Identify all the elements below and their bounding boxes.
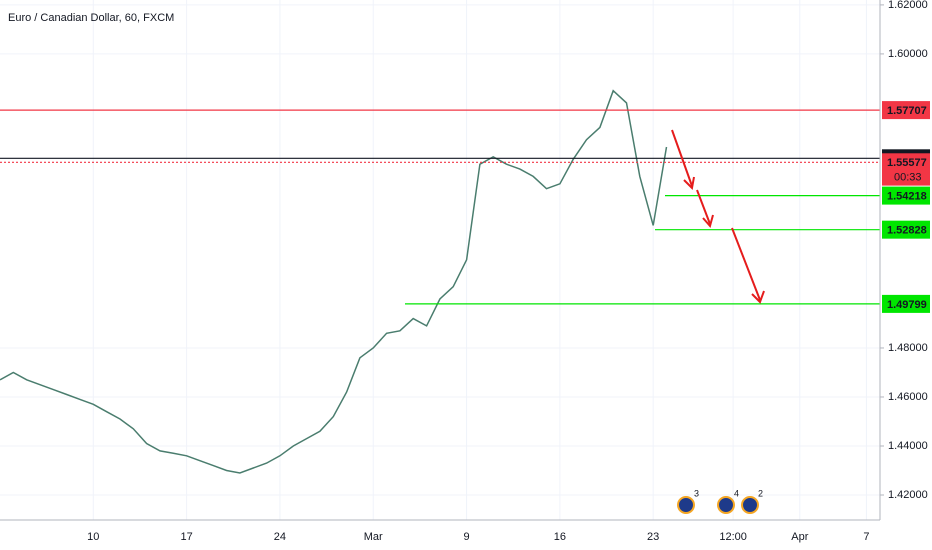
price-label-box [882, 101, 930, 120]
price-label-box [882, 186, 930, 205]
price-label: 1.57707 [887, 105, 927, 117]
event-count: 3 [694, 488, 699, 498]
price-line [0, 89, 668, 474]
arrow-head [751, 290, 765, 304]
price-label: 1.54218 [887, 191, 927, 203]
x-tick-label: 16 [554, 531, 566, 543]
price-labels: 1.577071.557401.555771.542181.528281.497… [882, 101, 930, 313]
x-tick-label: Mar [364, 531, 383, 543]
y-tick-label: 1.42000 [888, 489, 928, 501]
arrow [731, 227, 761, 301]
y-tick-label: 1.44000 [888, 440, 928, 452]
event-icon [741, 496, 759, 514]
arrow [671, 129, 693, 187]
price-label: 1.52828 [887, 225, 927, 237]
y-tick-label: 1.46000 [888, 391, 928, 403]
x-tick-label: 12:00 [719, 531, 747, 543]
price-label-box [882, 153, 930, 172]
countdown: 00:33 [894, 172, 922, 184]
price-label: 1.55577 [887, 157, 927, 169]
plot: 3 4 2 [0, 89, 880, 514]
x-tick-label: 10 [87, 531, 99, 543]
x-tick-label: 7 [863, 531, 869, 543]
x-tick-label: 9 [463, 531, 469, 543]
price-label: 1.49799 [887, 299, 927, 311]
arrow-head [683, 176, 695, 191]
event-icon [717, 496, 735, 514]
forecast-arrows [671, 129, 765, 304]
price-label-box [882, 220, 930, 239]
arrow [696, 189, 711, 225]
event-count: 2 [758, 488, 763, 498]
x-tick-label: 17 [180, 531, 192, 543]
price-label-box [882, 294, 930, 313]
countdown-box [882, 167, 930, 186]
y-tick-label: 1.48000 [888, 342, 928, 354]
event-count: 4 [734, 488, 739, 498]
y-tick-label: 1.60000 [888, 48, 928, 60]
event-icon [677, 496, 695, 514]
x-tick-label: 23 [647, 531, 659, 543]
x-tick-label: 24 [274, 531, 286, 543]
x-tick-label: Apr [791, 531, 808, 543]
y-tick-label: 1.62000 [888, 0, 928, 11]
chart-title: Euro / Canadian Dollar, 60, FXCM [8, 12, 174, 24]
arrow-head [702, 214, 714, 229]
